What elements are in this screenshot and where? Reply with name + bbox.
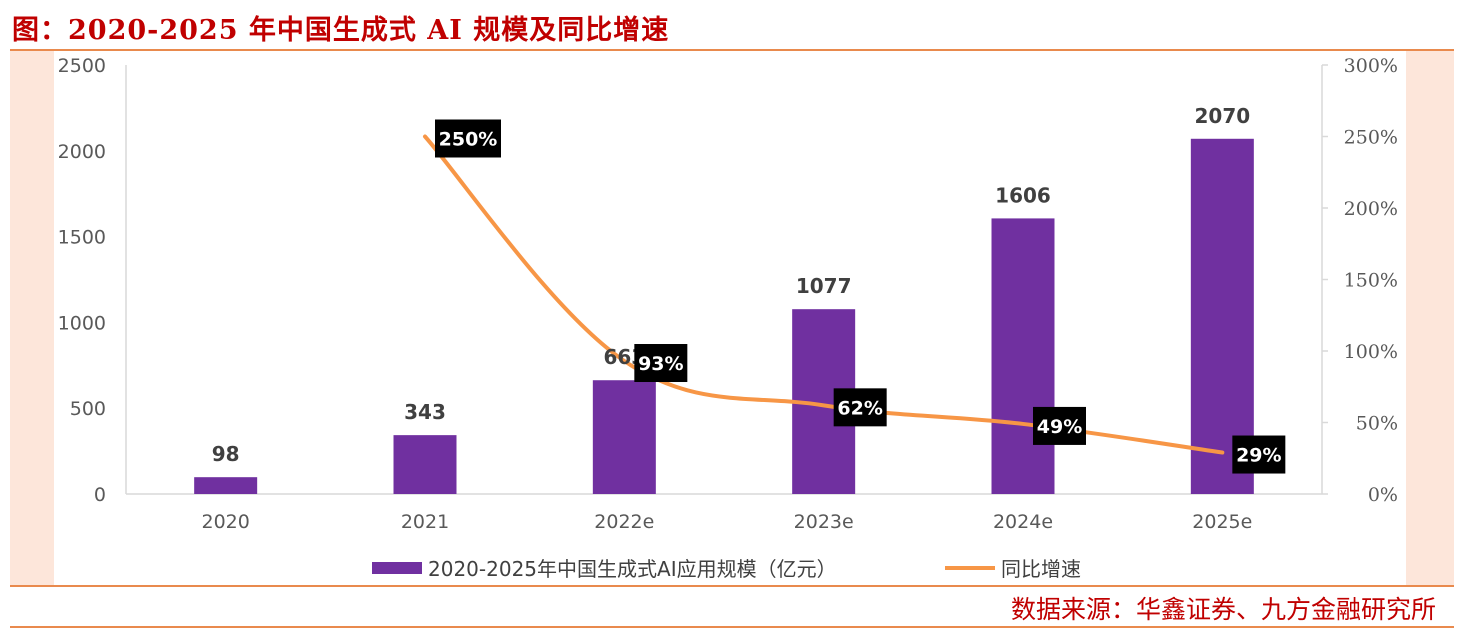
x-tick-label: 2022e xyxy=(594,511,654,533)
growth-label-box xyxy=(1232,435,1286,474)
x-tick-label: 2023e xyxy=(794,511,854,533)
bar-value-label: 98 xyxy=(212,442,240,466)
growth-label-box xyxy=(1033,406,1086,445)
left-tick-label: 1500 xyxy=(58,227,106,249)
left-tick-label: 1000 xyxy=(58,312,106,334)
bar-value-label: 343 xyxy=(404,400,446,424)
growth-label-box xyxy=(634,344,688,383)
right-tick-label: 200% xyxy=(1344,198,1398,220)
right-side-band xyxy=(1406,51,1454,585)
legend-bar-label: 2020-2025年中国生成式AI应用规模（亿元） xyxy=(428,557,837,581)
right-tick-label: 250% xyxy=(1344,127,1398,149)
growth-label: 49% xyxy=(1037,416,1082,438)
left-side-band xyxy=(10,51,54,585)
x-tick-label: 2020 xyxy=(201,511,249,533)
growth-label: 93% xyxy=(638,353,683,375)
bar-value-label: 1606 xyxy=(995,183,1051,207)
left-tick-label: 500 xyxy=(70,398,106,420)
legend-line-label: 同比增速 xyxy=(1001,557,1081,581)
bar xyxy=(1190,138,1254,494)
growth-label-box xyxy=(833,388,887,427)
left-tick-label: 2500 xyxy=(58,55,106,77)
right-tick-label: 150% xyxy=(1344,270,1398,292)
growth-label: 62% xyxy=(837,397,882,419)
legend-bar-swatch xyxy=(372,562,422,574)
bar xyxy=(393,435,457,494)
x-tick-label: 2025e xyxy=(1192,511,1252,533)
bar-value-label: 2070 xyxy=(1194,104,1250,128)
footer-rule xyxy=(10,626,1454,628)
bar xyxy=(991,218,1055,494)
bar xyxy=(592,380,656,494)
bottom-rule xyxy=(10,585,1454,587)
left-tick-label: 0 xyxy=(94,484,106,506)
bar xyxy=(194,477,258,494)
right-tick-label: 300% xyxy=(1344,55,1398,77)
right-tick-label: 100% xyxy=(1344,341,1398,363)
source-note: 数据来源：华鑫证券、九方金融研究所 xyxy=(1010,595,1436,624)
bar-value-label: 1077 xyxy=(796,274,852,298)
right-tick-label: 50% xyxy=(1356,413,1398,435)
right-tick-label: 0% xyxy=(1368,484,1398,506)
title-rule xyxy=(10,49,1454,51)
growth-label: 250% xyxy=(439,129,498,151)
x-tick-label: 2021 xyxy=(401,511,449,533)
growth-label-box xyxy=(435,119,501,158)
growth-label: 29% xyxy=(1236,445,1281,467)
chart-title: 图：2020-2025 年中国生成式 AI 规模及同比增速 xyxy=(12,15,670,46)
left-tick-label: 2000 xyxy=(58,141,106,163)
x-tick-label: 2024e xyxy=(993,511,1053,533)
